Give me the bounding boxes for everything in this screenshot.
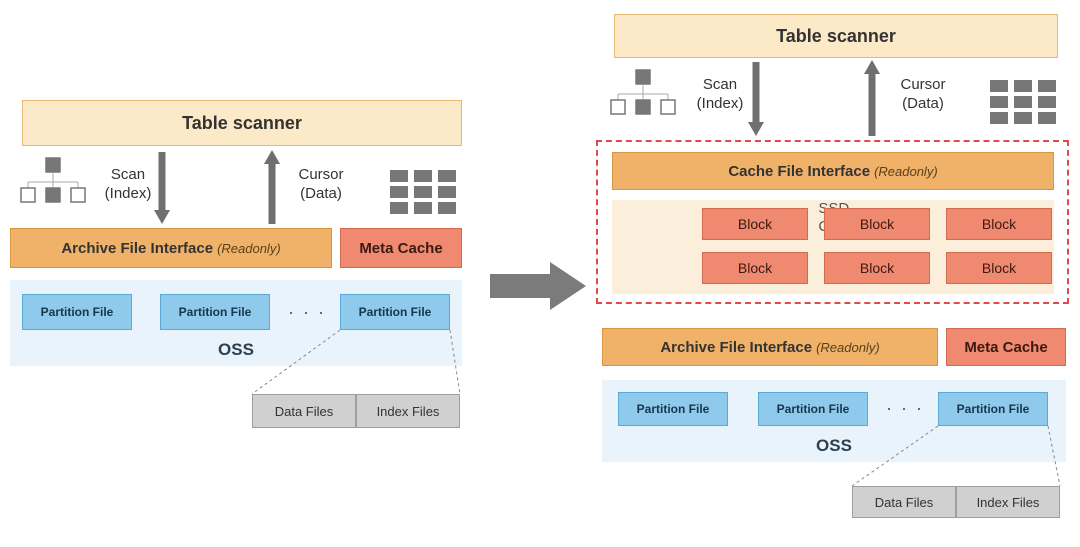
right-callout-lines: [0, 0, 1080, 540]
right-index-files: Index Files: [956, 486, 1060, 518]
right-data-files: Data Files: [852, 486, 956, 518]
